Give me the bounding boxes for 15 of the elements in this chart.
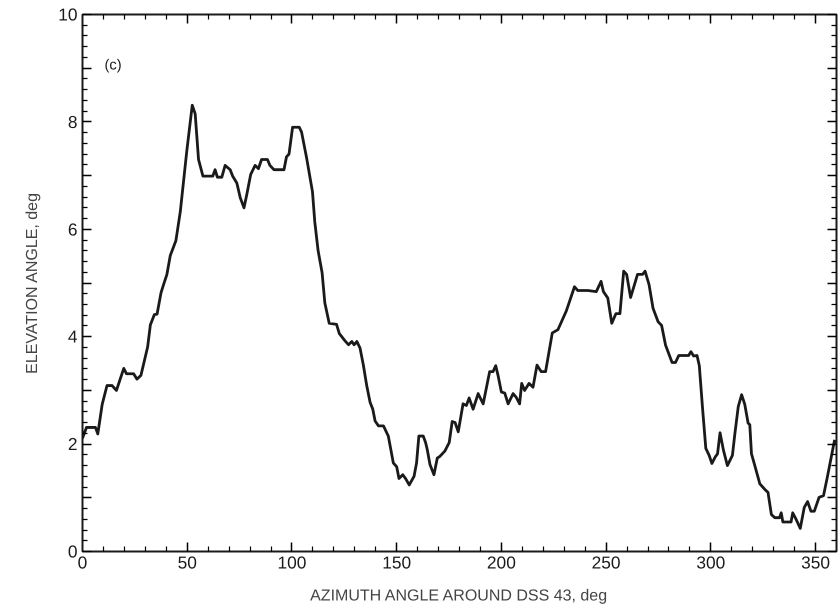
y-tick-label: 10 <box>58 4 78 24</box>
y-tick-label: 8 <box>68 112 78 132</box>
x-tick-label: 100 <box>277 552 306 572</box>
y-axis-title: ELEVATION ANGLE, deg <box>24 193 42 374</box>
x-axis-title: AZIMUTH ANGLE AROUND DSS 43, deg <box>310 588 608 604</box>
x-tick-label: 150 <box>382 552 412 572</box>
y-tick-label: 6 <box>68 219 78 240</box>
y-tick-label: 2 <box>68 434 78 454</box>
x-tick-label: 50 <box>178 552 197 572</box>
annotation: (c) <box>104 58 122 74</box>
y-tick-label: 4 <box>68 326 78 347</box>
x-tick-label: 350 <box>801 552 830 572</box>
x-tick-label: 250 <box>592 552 621 572</box>
x-tick-label: 200 <box>486 552 516 572</box>
x-tick-label: 300 <box>696 552 726 572</box>
